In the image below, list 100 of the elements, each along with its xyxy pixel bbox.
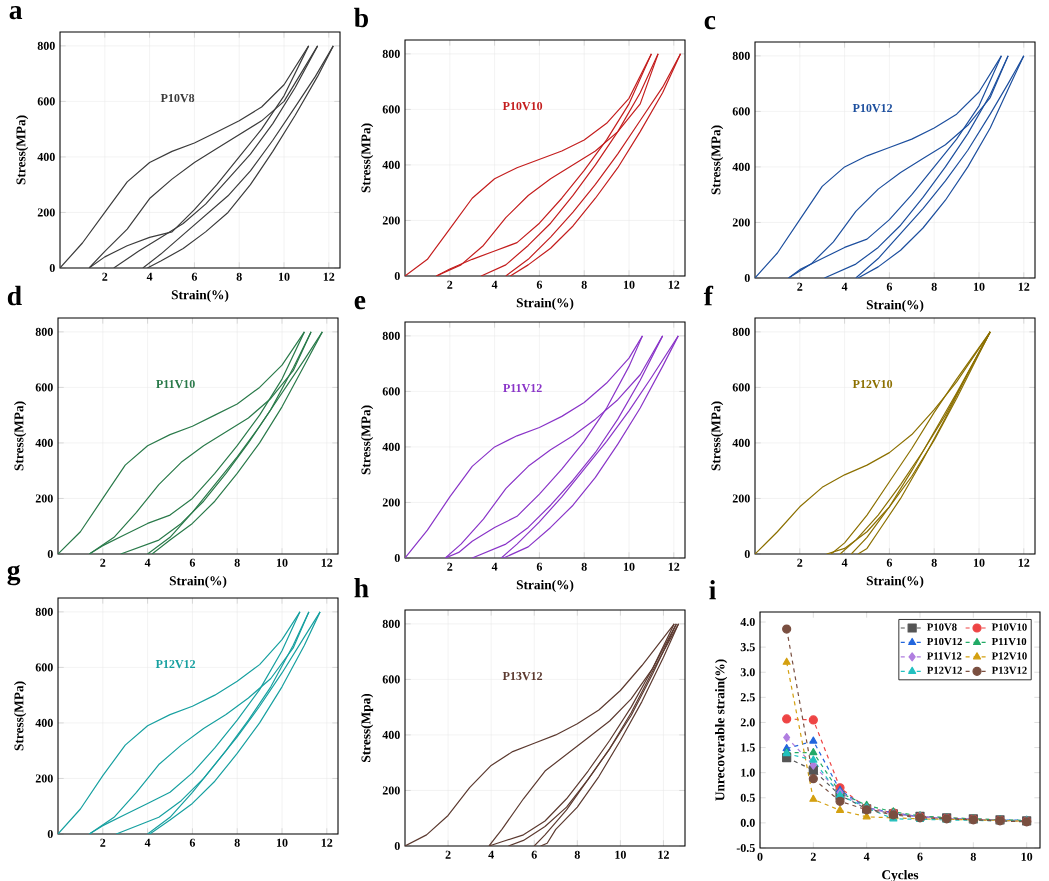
legend-label: P10V12	[926, 637, 962, 646]
x-tick-label: 10	[276, 838, 288, 847]
y-tick-label: 800	[732, 327, 750, 336]
chart-title: h	[354, 578, 369, 598]
y-tick-label: 600	[382, 105, 400, 114]
x-tick-label: 4	[491, 562, 498, 571]
y-tick-label: 0.0	[740, 818, 755, 827]
y-tick-label: 400	[35, 718, 53, 727]
legend-label: P10V8	[926, 623, 957, 631]
x-tick-label: 4	[144, 558, 151, 567]
x-tick-label: 2	[797, 558, 803, 567]
x-tick-label: 4	[144, 838, 151, 847]
x-tick-label: 4	[488, 850, 494, 859]
x-axis-title: Strain(%)	[516, 579, 574, 593]
y-tick-label: 800	[382, 619, 400, 628]
x-tick-label: 8	[931, 558, 937, 567]
y-tick-label: 800	[732, 51, 750, 60]
y-tick-label: 600	[35, 663, 53, 672]
legend-label: P13V12	[991, 666, 1027, 674]
x-axis-title: Strain(%)	[866, 299, 924, 313]
legend-label: P10V10	[991, 623, 1027, 631]
x-tick-label: 12	[323, 272, 335, 281]
x-tick-label: 2	[102, 272, 108, 281]
y-tick-label: -0.5	[736, 843, 755, 853]
y-tick-label: 400	[732, 162, 750, 171]
x-tick-label: 12	[668, 562, 680, 571]
y-axis-title: Stress(Mpa)	[361, 693, 374, 762]
x-tick-label: 8	[581, 280, 587, 289]
x-tick-label: 2	[810, 852, 816, 861]
y-tick-label: 600	[382, 387, 400, 396]
annotation: P10V8	[160, 93, 195, 103]
x-tick-label: 6	[531, 850, 537, 859]
x-tick-label: 8	[234, 838, 240, 847]
x-tick-label: 6	[189, 838, 196, 847]
y-tick-label: 400	[35, 438, 53, 447]
annotation: P12V10	[852, 379, 893, 389]
y-tick-label: 800	[382, 331, 400, 340]
y-tick-label: 400	[382, 442, 400, 451]
y-axis-title: Stress(MPa)	[361, 405, 374, 475]
x-tick-label: 4	[841, 282, 848, 291]
y-tick-label: 400	[382, 730, 400, 739]
x-tick-label: 4	[863, 852, 870, 861]
x-tick-label: 12	[1018, 558, 1030, 567]
x-tick-label: 2	[447, 280, 453, 289]
annotation: P12V12	[155, 660, 196, 669]
x-tick-label: 2	[100, 558, 106, 567]
x-axis-title: Strain(%)	[516, 297, 574, 311]
y-tick-label: 200	[35, 774, 53, 783]
y-axis-title: Unrecoverable strain(%)	[715, 659, 728, 801]
y-axis-title: Stress(MPa)	[361, 123, 374, 193]
y-tick-label: 0	[744, 549, 750, 559]
x-axis-title: Strain(%)	[169, 575, 227, 589]
y-tick-label: 800	[35, 607, 53, 616]
y-tick-label: 400	[382, 160, 400, 169]
x-tick-label: 6	[886, 282, 893, 291]
x-tick-label: 12	[668, 280, 680, 289]
y-tick-label: 200	[382, 498, 400, 507]
y-tick-label: 3.5	[740, 643, 755, 652]
y-axis-title: Stress(MPa)	[14, 681, 27, 751]
legend-label: P11V10	[991, 637, 1027, 646]
y-tick-label: 600	[35, 383, 53, 392]
y-tick-label: 4.0	[740, 617, 755, 627]
y-tick-label: 600	[382, 675, 400, 684]
y-tick-label: 0.5	[740, 793, 755, 802]
chart-title: f	[703, 285, 714, 306]
x-tick-label: 2	[445, 850, 451, 859]
x-tick-label: 10	[973, 558, 985, 567]
y-tick-label: 2.5	[740, 693, 755, 702]
x-tick-label: 10	[623, 280, 635, 289]
y-tick-label: 600	[37, 97, 55, 106]
x-tick-label: 12	[321, 558, 333, 567]
y-tick-label: 200	[382, 216, 400, 225]
annotation: P11V10	[156, 379, 195, 389]
x-tick-label: 10	[615, 850, 626, 859]
y-tick-label: 200	[35, 494, 53, 503]
x-tick-label: 10	[278, 272, 290, 281]
y-axis-title: Stress(MPa)	[14, 401, 27, 471]
y-tick-label: 200	[37, 208, 55, 217]
x-tick-label: 12	[658, 850, 669, 859]
y-tick-label: 0	[47, 549, 53, 559]
x-tick-label: 0	[757, 852, 763, 861]
legend-label: P12V12	[926, 666, 962, 674]
y-tick-label: 400	[37, 152, 55, 161]
x-tick-label: 6	[917, 852, 923, 861]
y-axis-title: Stress(MPa)	[711, 401, 724, 471]
y-tick-label: 800	[382, 49, 400, 58]
chart-title: d	[7, 285, 22, 306]
y-tick-label: 400	[732, 438, 750, 447]
y-axis-title: Stress(MPa)	[711, 125, 724, 195]
y-tick-label: 2.0	[740, 718, 755, 727]
y-tick-label: 0	[49, 263, 55, 273]
x-tick-label: 2	[100, 838, 106, 847]
x-tick-label: 8	[234, 558, 240, 567]
chart-title: a	[9, 6, 23, 20]
x-tick-label: 4	[841, 558, 848, 567]
x-tick-label: 10	[973, 282, 985, 291]
y-tick-label: 200	[382, 786, 400, 795]
legend-label: P12V10	[991, 652, 1027, 660]
y-tick-label: 3.0	[740, 668, 755, 677]
x-tick-label: 2	[797, 282, 803, 291]
